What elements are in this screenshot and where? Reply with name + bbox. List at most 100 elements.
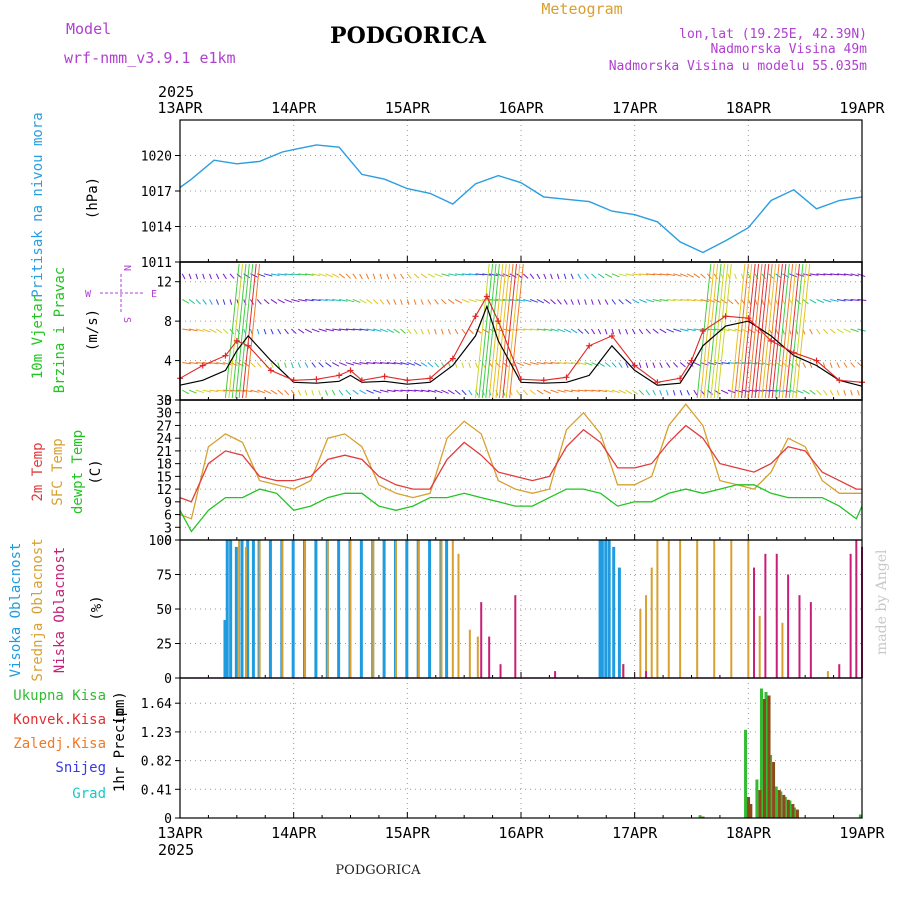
- wind-arrow: [701, 274, 706, 278]
- wind-arrow: [339, 390, 343, 395]
- y-tick-label: 8: [164, 315, 172, 330]
- total-rain-bar: [755, 780, 758, 819]
- low-cloud-bar: [855, 540, 857, 678]
- wind-arrow: [285, 299, 293, 302]
- mid-cloud-bar: [245, 547, 247, 678]
- wind-arrow: [551, 299, 556, 303]
- wind-arrow: [721, 390, 728, 393]
- wind-arrow: [666, 329, 673, 332]
- meteogram-chart: Model wrf-nmm_v3.9.1 e1km PODGORICA Mete…: [0, 0, 900, 900]
- legend-snow: Snijeg: [55, 760, 106, 776]
- wind-arrow: [250, 363, 255, 367]
- high-cloud-bar: [314, 540, 317, 678]
- wind-arrow: [591, 299, 593, 304]
- high-cloud-bar: [608, 540, 611, 678]
- wind-arrow: [223, 329, 228, 334]
- high-cloud-bar: [252, 540, 255, 678]
- wind-arrow: [428, 274, 435, 277]
- wind-arrow: [305, 390, 307, 395]
- mid-cloud-bar: [327, 540, 329, 678]
- wind-arrow: [366, 274, 368, 279]
- wind-arrow: [605, 329, 607, 334]
- wind-arrow: [264, 299, 269, 303]
- wind-arrow: [305, 363, 308, 368]
- wind-arrow: [373, 299, 378, 304]
- wind-arrow: [319, 363, 324, 368]
- high-cloud-bar: [445, 540, 448, 678]
- wind-arrow: [421, 329, 423, 334]
- wind-arrow: [462, 390, 466, 395]
- wind-arrow: [557, 274, 559, 279]
- x-tick-label-top: 16APR: [498, 99, 544, 117]
- high-cloud-bar: [337, 540, 340, 678]
- convective-rain-bar: [791, 804, 794, 818]
- cloud-unit-label: (%): [89, 595, 105, 620]
- wind-arrow: [639, 390, 643, 395]
- wind-arrow: [210, 299, 213, 304]
- wind-arrow: [660, 329, 666, 333]
- convective-rain-bar: [772, 762, 775, 818]
- wind-burst-arrow: [232, 264, 246, 398]
- wind-arrow: [619, 329, 621, 334]
- wind-arrow: [462, 363, 464, 368]
- wind-arrow: [387, 274, 389, 279]
- low-cloud-bar: [776, 554, 778, 678]
- wind-arrow: [523, 390, 527, 395]
- station-altitude: Nadmorska Visina 49m: [710, 42, 867, 57]
- high-cloud-bar: [292, 540, 295, 678]
- high-cloud-bar: [383, 540, 386, 678]
- wind-arrow: [857, 390, 859, 395]
- wind-arrow: [312, 390, 314, 395]
- x-tick-label-bottom: 18APR: [726, 824, 772, 842]
- wind-arrow: [578, 274, 581, 279]
- year-bottom: 2025: [158, 841, 194, 859]
- y-tick-label: 0.82: [141, 755, 172, 770]
- wind-arrow: [435, 363, 439, 368]
- wind-burst-arrow: [776, 264, 790, 398]
- wind-burst-arrow: [779, 264, 793, 398]
- high-cloud-bar: [235, 547, 238, 678]
- y-tick-label: 50: [156, 603, 172, 618]
- wind-arrow: [387, 299, 390, 304]
- gust-marker: [541, 377, 547, 383]
- wind-arrow: [851, 329, 859, 332]
- wind-arrow: [332, 390, 335, 395]
- wind-arrow: [230, 274, 234, 279]
- wind-arrow: [394, 329, 400, 333]
- y-tick-label: 33: [156, 394, 172, 409]
- wind-arrow: [305, 329, 312, 333]
- pressure-line: [180, 145, 862, 253]
- x-tick-label-bottom: 17APR: [612, 824, 658, 842]
- wind-arrow: [414, 299, 416, 304]
- wind-arrow: [182, 390, 189, 394]
- wind-arrow: [803, 390, 810, 394]
- wind-arrow: [203, 274, 205, 279]
- wind-arrow: [639, 329, 643, 334]
- wind-arrow: [598, 299, 600, 304]
- wind-arrow: [585, 274, 589, 279]
- wind-arrow: [407, 274, 411, 279]
- model-name: wrf-nmm_v3.9.1 e1km: [64, 49, 236, 67]
- y-tick-label: 0.41: [141, 783, 172, 798]
- wind-arrow: [196, 299, 201, 304]
- wind-arrow: [210, 274, 212, 279]
- wind-arrow: [271, 299, 277, 303]
- wind-arrow: [264, 390, 271, 393]
- wind-arrow: [285, 390, 289, 395]
- wind-arrow: [455, 390, 460, 394]
- low-cloud-bar: [645, 671, 647, 678]
- wind-arrow: [435, 299, 439, 304]
- wind-arrow: [591, 274, 596, 279]
- wind-arrow: [557, 299, 561, 304]
- wind-burst-arrow: [503, 264, 517, 398]
- wind-burst-arrow: [793, 264, 807, 398]
- wind-arrow: [817, 329, 820, 334]
- wind-arrow: [544, 274, 546, 279]
- y-tick-label: 1.64: [141, 697, 172, 712]
- wind-arrow: [537, 390, 543, 394]
- wind-arrow: [182, 274, 185, 279]
- wind-arrow: [271, 329, 273, 334]
- high-cloud-bar: [229, 540, 232, 678]
- convective-rain-bar: [763, 699, 766, 818]
- low-cloud-bar: [787, 575, 789, 679]
